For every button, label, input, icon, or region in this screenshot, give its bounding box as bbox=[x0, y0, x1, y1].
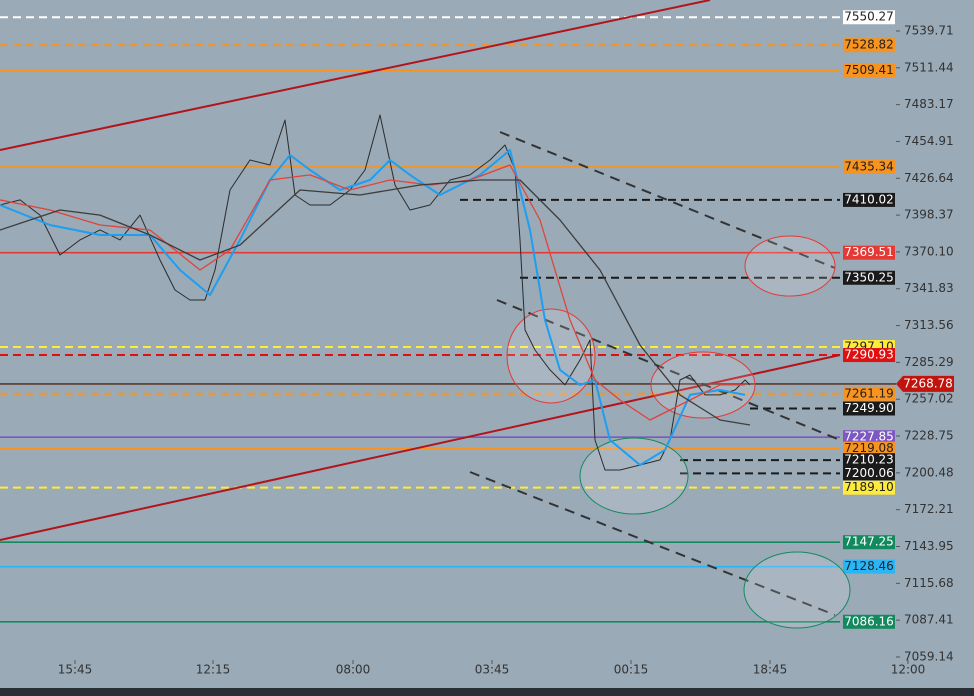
level-tag-label: 7210.23 bbox=[844, 453, 894, 467]
y-tick-label: 7228.75 bbox=[904, 429, 954, 443]
y-tick-label: 7257.02 bbox=[904, 392, 954, 406]
level-tag-label: 7128.46 bbox=[844, 559, 894, 573]
x-tick-label: 00:15 bbox=[614, 663, 649, 677]
x-tick-label: 08:00 bbox=[336, 663, 371, 677]
ellipse bbox=[650, 351, 756, 419]
series bbox=[0, 114, 751, 471]
ellipse bbox=[743, 551, 851, 629]
level-tag-label: 7086.16 bbox=[844, 614, 894, 628]
level-tag-label: 7227.85 bbox=[844, 430, 894, 444]
levels: 7550.27 7528.82 7509.41 7435.34 7410.02 7369.… bbox=[0, 10, 896, 629]
x-tick-label: 15:45 bbox=[58, 663, 93, 677]
trend-line bbox=[0, 0, 711, 151]
y-tick-label: 7143.95 bbox=[904, 539, 954, 553]
y-tick-label: 7313.56 bbox=[904, 318, 954, 332]
y-tick-label: 7285.29 bbox=[904, 355, 954, 369]
level-tag bbox=[843, 401, 895, 416]
level-tag bbox=[843, 63, 895, 78]
level-tag bbox=[843, 430, 895, 445]
y-tick-label: 7200.48 bbox=[904, 465, 954, 479]
series-line bbox=[0, 114, 751, 471]
y-tick-label: 7341.83 bbox=[904, 281, 954, 295]
y-tick-label: 7087.41 bbox=[904, 613, 954, 627]
level-tag-label: 7249.90 bbox=[844, 401, 894, 415]
level-tag-label: 7290.93 bbox=[844, 348, 894, 362]
y-tick-label: 7059.14 bbox=[904, 649, 954, 663]
ellipse bbox=[579, 437, 689, 515]
price-tag bbox=[896, 375, 954, 392]
price-tag-label: 7268.78 bbox=[903, 376, 953, 390]
level-tag bbox=[843, 10, 895, 25]
level-tag bbox=[843, 453, 895, 468]
x-tick-label: 03:45 bbox=[475, 663, 510, 677]
level-tag-label: 7369.51 bbox=[844, 245, 894, 259]
level-tag-label: 7350.25 bbox=[844, 270, 894, 284]
y-tick-label: 7454.91 bbox=[904, 134, 954, 148]
level-tag-label: 7189.10 bbox=[844, 480, 894, 494]
level-tag bbox=[843, 159, 895, 174]
level-tag-label: 7147.25 bbox=[844, 535, 894, 549]
y-tick-label: 7370.10 bbox=[904, 244, 954, 258]
x-tick-label: 12:15 bbox=[196, 663, 231, 677]
level-tag bbox=[843, 480, 895, 495]
bottom-bar bbox=[0, 688, 974, 696]
level-tag-label: 7528.82 bbox=[844, 38, 894, 52]
level-tag-label: 7435.34 bbox=[844, 159, 894, 173]
level-tag-label: 7200.06 bbox=[844, 466, 894, 480]
y-tick-label: 7511.44 bbox=[904, 60, 954, 74]
level-tag bbox=[843, 270, 895, 285]
level-tag bbox=[843, 38, 895, 53]
level-tag bbox=[843, 535, 895, 550]
level-tag bbox=[843, 245, 895, 260]
y-tick-label: 7172.21 bbox=[904, 502, 954, 516]
y-tick-label: 7398.37 bbox=[904, 208, 954, 222]
trend-line bbox=[499, 131, 836, 269]
level-tag bbox=[843, 348, 895, 363]
series-line bbox=[0, 179, 751, 426]
level-tag bbox=[843, 386, 895, 401]
trend-line bbox=[0, 354, 841, 541]
level-tag-label: 7509.41 bbox=[844, 63, 894, 77]
level-tag-label: 7261.19 bbox=[844, 386, 894, 400]
axes: 7539.71 7511.44 7483.17 7454.91 7426.64 7398.… bbox=[58, 23, 954, 677]
trend-line bbox=[469, 471, 836, 616]
level-tag bbox=[843, 441, 895, 456]
y-tick-label: 7115.68 bbox=[904, 576, 954, 590]
x-tick-label: 18:45 bbox=[753, 663, 788, 677]
ellipse bbox=[744, 235, 836, 297]
level-tag bbox=[843, 614, 895, 629]
y-tick-label: 7426.64 bbox=[904, 171, 954, 185]
level-tag bbox=[843, 192, 895, 207]
y-tick-label: 7483.17 bbox=[904, 97, 954, 111]
trend-line bbox=[496, 299, 841, 441]
x-tick-label: 12:00 bbox=[891, 663, 926, 677]
level-tag-label: 7219.08 bbox=[844, 441, 894, 455]
level-tag-label: 7550.27 bbox=[844, 10, 894, 24]
level-tag-label: 7410.02 bbox=[844, 192, 894, 206]
level-tag bbox=[843, 559, 895, 574]
level-tag bbox=[843, 466, 895, 481]
y-tick-label: 7539.71 bbox=[904, 23, 954, 37]
